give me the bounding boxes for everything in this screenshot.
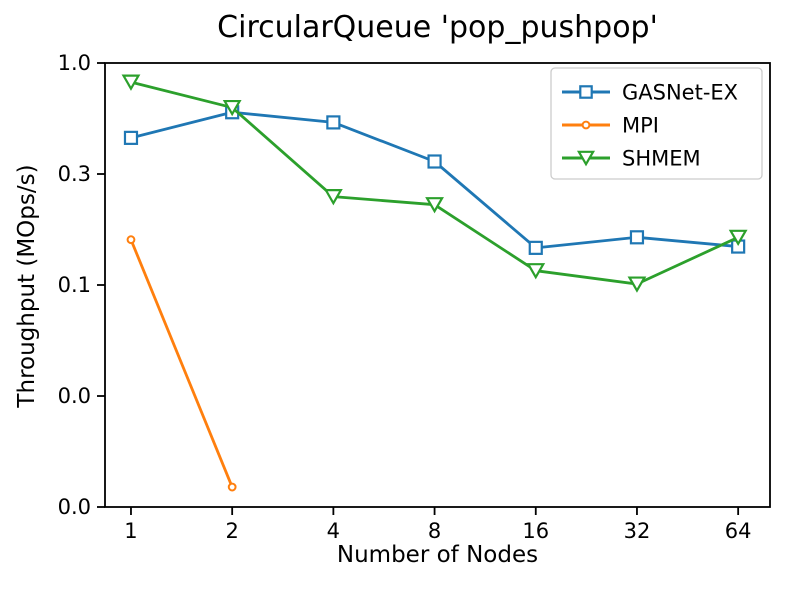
square-marker (629, 230, 645, 245)
chart-title: CircularQueue 'pop_pushpop' (217, 10, 658, 45)
x-tick-label: 64 (725, 519, 752, 543)
triangle-down-marker (526, 263, 546, 280)
triangle-down-marker (728, 229, 748, 247)
x-tick-label: 32 (624, 519, 651, 543)
triangle-down-marker (627, 276, 647, 293)
y-tick-label: 0.3 (58, 162, 91, 186)
series-line-MPI (129, 239, 234, 488)
square-marker (579, 85, 593, 99)
legend-label: SHMEM (622, 147, 701, 171)
x-tick-label: 1 (124, 519, 137, 543)
x-tick-label: 2 (225, 519, 238, 543)
legend-box (550, 67, 763, 180)
x-tick-label: 16 (522, 519, 549, 543)
circle-marker (581, 120, 591, 130)
y-axis-label: Throughput (MOps/s) (14, 164, 40, 408)
triangle-down-marker (425, 197, 444, 214)
legend-label: MPI (622, 114, 659, 138)
triangle-down-marker (121, 74, 141, 91)
x-tick-label: 8 (428, 519, 441, 543)
y-tick-label: 0.0 (58, 384, 91, 408)
y-tick-label: 0.1 (58, 273, 91, 297)
circle-marker (126, 235, 136, 245)
legend-label: GASNet-EX (622, 81, 738, 105)
square-marker (123, 130, 139, 145)
square-marker (427, 154, 442, 169)
square-marker (326, 115, 341, 130)
square-marker (528, 240, 543, 255)
triangle-down-marker (323, 189, 343, 206)
x-tick-label: 4 (327, 519, 340, 543)
triangle-down-marker (222, 99, 242, 117)
x-axis-label: Number of Nodes (336, 542, 539, 568)
y-tick-label: 1.0 (58, 51, 91, 75)
triangle-down-marker (576, 150, 596, 167)
y-tick-label: 0.0 (58, 495, 91, 519)
circle-marker (227, 482, 237, 492)
